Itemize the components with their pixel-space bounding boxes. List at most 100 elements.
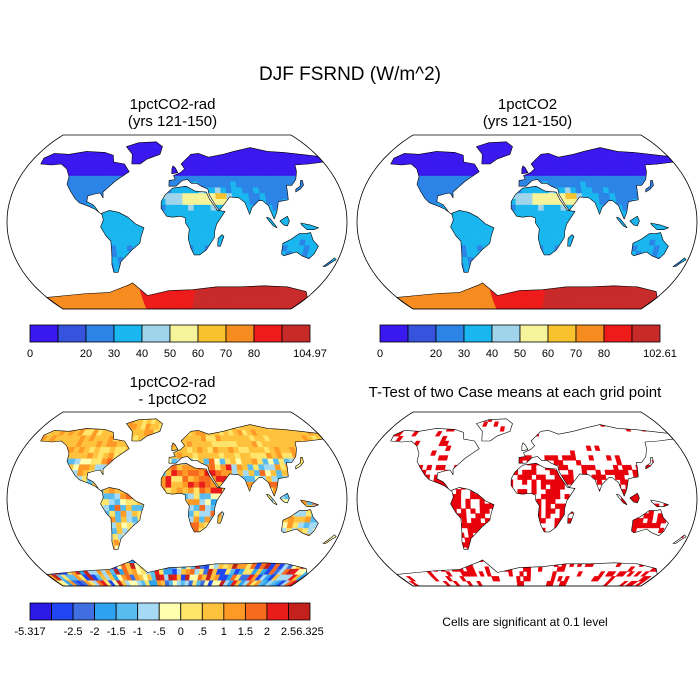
map-cell <box>565 198 573 205</box>
map-cell <box>172 303 178 309</box>
map-cell <box>526 198 533 205</box>
map-cell <box>205 493 212 500</box>
map-cell <box>209 464 216 471</box>
map-cell <box>176 198 183 205</box>
map-cell <box>176 469 183 476</box>
map-cell <box>543 227 550 234</box>
map-cell <box>125 227 133 234</box>
map-cell <box>193 504 200 511</box>
map-cell <box>225 464 233 471</box>
map-cell <box>204 227 212 234</box>
map-cell <box>481 239 489 246</box>
map-cell <box>513 291 519 298</box>
coastline-uk <box>521 165 529 174</box>
map-cell <box>176 187 183 194</box>
map-cell <box>475 221 482 228</box>
map-cell <box>125 221 132 228</box>
map-cell <box>171 475 178 482</box>
map-cell <box>181 568 187 575</box>
map-cell <box>566 210 573 217</box>
coastline-australia <box>281 232 319 259</box>
map-cell <box>108 504 116 511</box>
map-cell <box>197 169 204 176</box>
map-cell <box>176 192 183 199</box>
map-cell <box>103 221 110 228</box>
map-cell <box>265 198 273 205</box>
map-cell <box>172 568 178 575</box>
map-cell <box>188 204 195 211</box>
map-cell <box>543 221 550 228</box>
map-cell <box>549 216 556 223</box>
map-cell <box>171 192 178 199</box>
map-cell <box>205 221 212 228</box>
map-cell <box>167 291 173 298</box>
map-cell <box>481 227 488 234</box>
map-cell <box>526 187 533 194</box>
map-cell <box>199 504 206 511</box>
map-cell <box>248 475 256 482</box>
map-cell <box>199 221 206 228</box>
map-cell <box>543 239 550 246</box>
map-cell <box>182 210 189 217</box>
map-cell <box>114 493 121 500</box>
map-cell <box>547 175 554 182</box>
map-cell <box>543 198 550 205</box>
map-cell <box>172 574 178 581</box>
map-cell <box>553 181 560 188</box>
map-cell <box>209 187 216 194</box>
panel-title-line-1: 1pctCO2 <box>497 96 558 113</box>
map-cell <box>114 227 121 234</box>
map-cell <box>114 510 122 517</box>
map-cell <box>532 198 539 205</box>
map-cell <box>199 210 206 217</box>
map-cell <box>300 233 307 240</box>
map-cell <box>115 522 123 529</box>
map-cell <box>172 297 178 304</box>
map-cell <box>182 192 189 199</box>
map-cell <box>210 487 217 494</box>
map-cell <box>193 516 200 523</box>
map-cell <box>300 510 307 517</box>
panel-title-difference: 1pctCO2-rad - 1pctCO2 <box>60 374 285 408</box>
map-cell <box>565 192 572 199</box>
map-cell <box>220 192 228 199</box>
map-cell <box>532 210 539 217</box>
map-cell <box>202 169 209 176</box>
map-cell <box>196 163 203 170</box>
map-cell <box>193 204 200 211</box>
map-cell <box>114 233 122 240</box>
map-cell <box>215 192 222 199</box>
map-cell <box>120 221 127 228</box>
map-cell <box>120 227 127 234</box>
map-cell <box>220 469 228 476</box>
map-cell <box>120 493 127 500</box>
coastline-newguinea <box>650 222 669 230</box>
map-cell <box>115 516 122 523</box>
map-cell <box>214 187 222 194</box>
map-cell <box>464 216 471 223</box>
map-cell <box>204 510 212 517</box>
map-cell <box>598 198 606 205</box>
map-cell <box>187 192 194 199</box>
map-cell <box>530 297 536 304</box>
map-cell <box>552 175 560 182</box>
map-cell <box>458 227 466 234</box>
map-cell <box>543 210 550 217</box>
map-cell <box>514 303 520 309</box>
map-cell <box>220 187 227 194</box>
map-cell <box>108 493 115 500</box>
map-cell <box>549 233 556 240</box>
map-cell <box>541 158 547 165</box>
map-cell <box>115 245 123 252</box>
map-cell <box>521 210 528 217</box>
map-cell <box>121 522 128 529</box>
map-cell <box>549 239 556 246</box>
map-cell <box>199 198 206 205</box>
map-cell <box>186 169 193 176</box>
map-cell <box>126 516 133 523</box>
map-cell <box>193 498 200 505</box>
map-cell <box>548 192 555 199</box>
map-cell <box>192 446 199 453</box>
map-cell <box>650 233 657 240</box>
map-cell <box>465 245 473 252</box>
